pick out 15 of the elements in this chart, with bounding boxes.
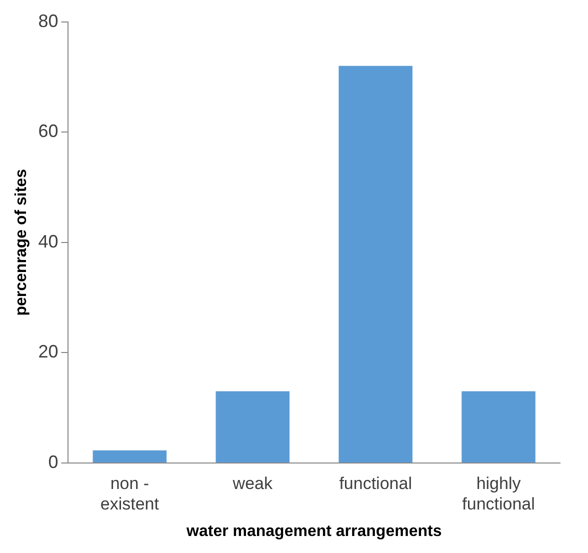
- y-axis-title: percenrage of sites: [13, 168, 30, 316]
- y-tick-label: 80: [38, 10, 58, 31]
- bar: [462, 391, 536, 462]
- bar: [92, 450, 167, 462]
- x-tick-label: non - existent: [100, 474, 160, 514]
- bar: [338, 66, 412, 462]
- y-tick-label: 40: [38, 231, 58, 252]
- x-tick-label: weak: [232, 474, 273, 493]
- x-axis-title: water management arrangements: [186, 522, 442, 540]
- x-tick-label: highly functional: [462, 474, 535, 514]
- bar: [216, 391, 290, 462]
- y-tick-label: 0: [48, 452, 58, 472]
- x-tick-label: functional: [339, 474, 412, 493]
- y-tick-label: 60: [38, 121, 58, 142]
- y-tick-label: 20: [38, 342, 58, 362]
